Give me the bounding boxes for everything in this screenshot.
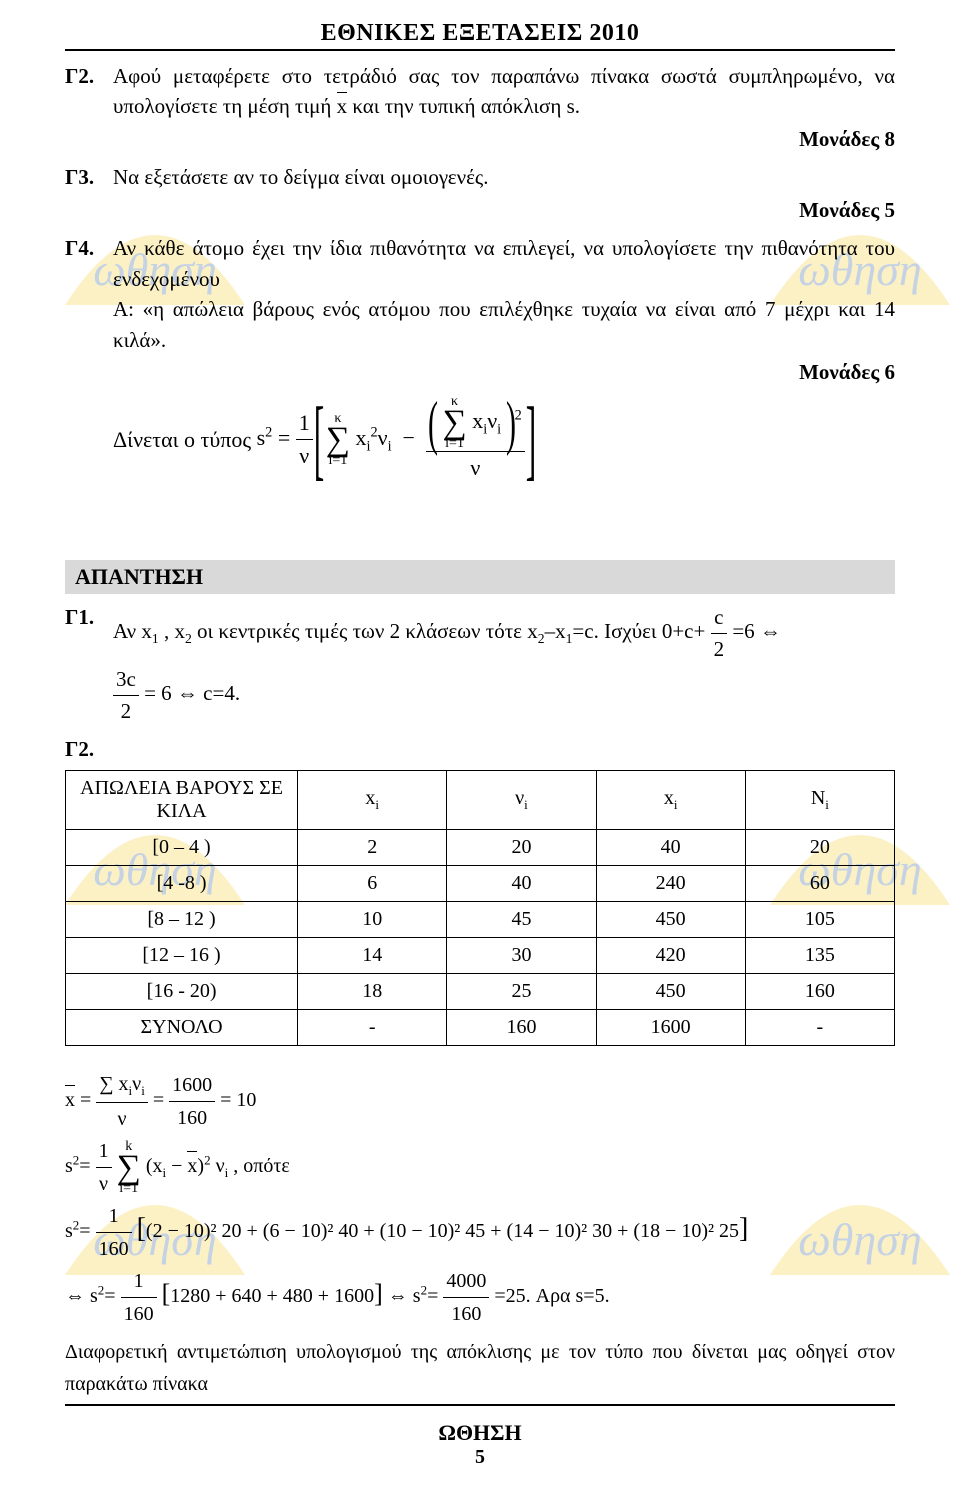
text: Αν x xyxy=(113,619,152,643)
points: Μονάδες 5 xyxy=(113,195,895,225)
page: ωθησηωθησηωθησηωθησηωθησηωθηση ΕΘΝΙΚΕΣ Ε… xyxy=(0,0,960,1509)
question-g4: Γ4. Αν κάθε άτομο έχει την ίδια πιθανότη… xyxy=(65,233,895,387)
table-cell: 135 xyxy=(745,938,894,974)
points: Μονάδες 8 xyxy=(113,124,895,154)
table-cell: [4 -8 ) xyxy=(66,866,298,902)
s2-sum: 1280 + 640 + 480 + 1600 xyxy=(170,1285,374,1307)
x-bar: x xyxy=(337,91,348,121)
footer-rule xyxy=(65,1404,895,1406)
header-title: ΕΘΝΙΚΕΣ ΕΞΕΤΑΣΕΙΣ 2010 xyxy=(65,20,895,47)
table-header: xi xyxy=(298,771,447,830)
text: και την τυπική απόκλιση s. xyxy=(347,94,580,118)
question-body: Να εξετάσετε αν το δείγμα είναι ομοιογεν… xyxy=(113,162,895,225)
table-cell: 1600 xyxy=(596,1010,745,1046)
table-cell: 60 xyxy=(745,866,894,902)
table-cell: - xyxy=(745,1010,894,1046)
answer-g1: Γ1. Αν x1 , x2 οι κεντρικές τιμές των 2 … xyxy=(65,602,895,726)
answer-body: Αν x1 , x2 οι κεντρικές τιμές των 2 κλάσ… xyxy=(113,602,895,726)
question-g3: Γ3. Να εξετάσετε αν το δείγμα είναι ομοι… xyxy=(65,162,895,225)
text: –x xyxy=(545,619,566,643)
table-cell: [16 - 20) xyxy=(66,974,298,1010)
formula: s2 = 1ν [ κ∑i=1 xi2νi − ( κ∑i=1 xiνi )2 xyxy=(257,425,533,450)
text: = 6 ⇔ c=4. xyxy=(144,681,240,705)
table-cell: 160 xyxy=(745,974,894,1010)
table-cell: 40 xyxy=(596,830,745,866)
table-row: [16 - 20)1825450160 xyxy=(66,974,895,1010)
answer-g2: Γ2. xyxy=(65,734,895,764)
table-cell: 20 xyxy=(745,830,894,866)
table-cell: 450 xyxy=(596,902,745,938)
event-text: Α: «η απώλεια βάρους ενός ατόμου που επι… xyxy=(113,297,895,351)
table-cell: [0 – 4 ) xyxy=(66,830,298,866)
question-label: Γ3. xyxy=(65,162,113,225)
table-header: xi xyxy=(596,771,745,830)
text: Αν κάθε άτομο έχει την ίδια πιθανότητα ν… xyxy=(113,236,895,290)
question-g2: Γ2. Αφού μεταφέρετε στο τετράδιό σας τον… xyxy=(65,61,895,154)
table-header: νi xyxy=(447,771,596,830)
formula-row: Δίνεται ο τύπος s2 = 1ν [ κ∑i=1 xi2νi − … xyxy=(65,387,895,490)
table-cell: 420 xyxy=(596,938,745,974)
table-cell: 20 xyxy=(447,830,596,866)
table-row: [0 – 4 )2204020 xyxy=(66,830,895,866)
answer-label: Γ1. xyxy=(65,602,113,726)
s2-expand: (2 − 10)² 20 + (6 − 10)² 40 + (10 − 10)²… xyxy=(146,1220,739,1242)
mean-result: = 10 xyxy=(220,1089,256,1111)
table-cell: 2 xyxy=(298,830,447,866)
table-header: ΑΠΩΛΕΙΑ ΒΑΡΟΥΣ ΣΕ ΚΙΛΑ xyxy=(66,771,298,830)
answer-heading: ΑΠΑΝΤΗΣΗ xyxy=(65,560,895,594)
table-cell: [12 – 16 ) xyxy=(66,938,298,974)
table-row: [4 -8 )64024060 xyxy=(66,866,895,902)
table-cell: 450 xyxy=(596,974,745,1010)
table-cell: 25 xyxy=(447,974,596,1010)
question-label: Γ2. xyxy=(65,61,113,154)
data-table: ΑΠΩΛΕΙΑ ΒΑΡΟΥΣ ΣΕ ΚΙΛΑxiνixiNi [0 – 4 )2… xyxy=(65,770,895,1046)
table-cell: - xyxy=(298,1010,447,1046)
calc-note: Διαφορετική αντιμετώπιση υπολογισμού της… xyxy=(65,1336,895,1400)
table-cell: 240 xyxy=(596,866,745,902)
formula-intro: Δίνεται ο τύπος xyxy=(113,424,251,456)
question-body: Αν κάθε άτομο έχει την ίδια πιθανότητα ν… xyxy=(113,233,895,387)
answer-label: Γ2. xyxy=(65,734,113,764)
text: , x xyxy=(159,619,185,643)
table-cell: 45 xyxy=(447,902,596,938)
header-rule xyxy=(65,49,895,51)
table-cell: 30 xyxy=(447,938,596,974)
s2-result: =25. Αρα s=5. xyxy=(494,1285,609,1307)
table-cell: 18 xyxy=(298,974,447,1010)
text: =6 ⇔ xyxy=(732,619,781,643)
points: Μονάδες 6 xyxy=(113,357,895,387)
footer-brand: ΩΘΗΣΗ xyxy=(65,1420,895,1446)
table-cell: 105 xyxy=(745,902,894,938)
calculations: x = ∑ xiνiν = 1600160 = 10 s2= 1ν k∑i=1 … xyxy=(65,1068,895,1400)
table-cell: ΣΥΝΟΛΟ xyxy=(66,1010,298,1046)
table-row: [12 – 16 )1430420135 xyxy=(66,938,895,974)
page-number: 5 xyxy=(65,1446,895,1469)
question-body: Αφού μεταφέρετε στο τετράδιό σας τον παρ… xyxy=(113,61,895,154)
text: οι κεντρικές τιμές των 2 κλάσεων τότε x xyxy=(192,619,538,643)
table-cell: 6 xyxy=(298,866,447,902)
table-cell: 10 xyxy=(298,902,447,938)
table-row: [8 – 12 )1045450105 xyxy=(66,902,895,938)
question-label: Γ4. xyxy=(65,233,113,387)
text: Να εξετάσετε αν το δείγμα είναι ομοιογεν… xyxy=(113,165,489,189)
table-cell: 14 xyxy=(298,938,447,974)
table-cell: 40 xyxy=(447,866,596,902)
table-cell: [8 – 12 ) xyxy=(66,902,298,938)
table-header: Ni xyxy=(745,771,894,830)
table-cell: 160 xyxy=(447,1010,596,1046)
text: , οπότε xyxy=(233,1155,290,1177)
text: =c. Ισχύει 0+c+ xyxy=(572,619,705,643)
table-row: ΣΥΝΟΛΟ-1601600- xyxy=(66,1010,895,1046)
